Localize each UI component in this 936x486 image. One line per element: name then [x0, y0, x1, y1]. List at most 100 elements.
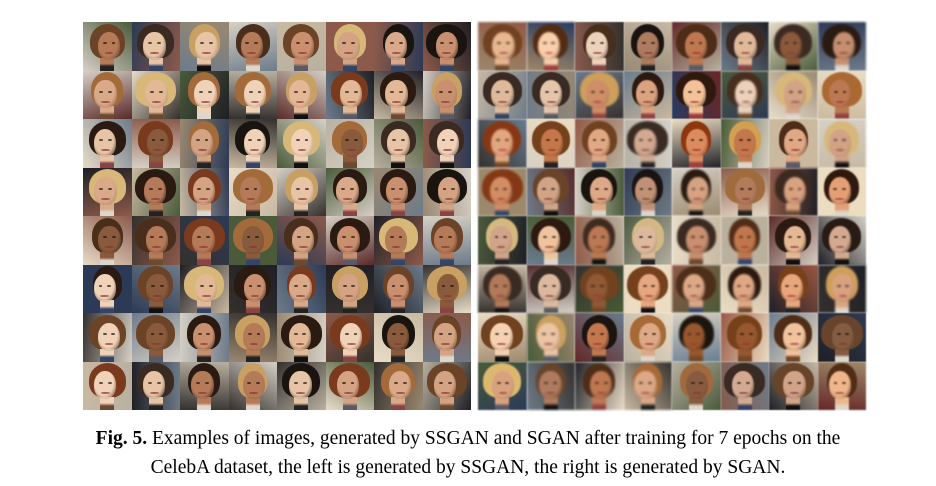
caption-text-line1: Examples of images, generated by SSGAN a…	[147, 428, 841, 449]
generated-face-image	[422, 167, 471, 216]
generated-face-image	[672, 167, 721, 216]
generated-face-image	[623, 119, 672, 168]
generated-face-image	[228, 216, 277, 265]
generated-face-image	[277, 216, 326, 265]
generated-face-image	[575, 22, 624, 71]
generated-face-image	[422, 70, 471, 119]
generated-face-image	[325, 167, 374, 216]
generated-face-image	[228, 167, 277, 216]
generated-face-image	[131, 216, 180, 265]
generated-face-image	[817, 264, 866, 313]
generated-face-image	[478, 167, 527, 216]
generated-face-image	[277, 119, 326, 168]
generated-face-image	[769, 70, 818, 119]
generated-face-image	[526, 119, 575, 168]
generated-face-image	[720, 264, 769, 313]
generated-face-image	[83, 70, 132, 119]
figure-caption: Fig. 5. Examples of images, generated by…	[0, 424, 936, 482]
generated-face-image	[623, 361, 672, 410]
generated-face-image	[575, 70, 624, 119]
generated-face-image	[672, 119, 721, 168]
generated-face-image	[374, 22, 423, 71]
generated-face-image	[422, 119, 471, 168]
generated-face-image	[180, 22, 229, 71]
generated-face-image	[526, 313, 575, 362]
figure-label: Fig. 5.	[95, 428, 148, 449]
ssgan-sample-grid	[83, 22, 471, 410]
generated-face-image	[180, 70, 229, 119]
generated-face-image	[277, 22, 326, 71]
generated-face-image	[325, 119, 374, 168]
generated-face-image	[478, 216, 527, 265]
generated-face-image	[817, 22, 866, 71]
generated-face-image	[374, 70, 423, 119]
generated-face-image	[325, 22, 374, 71]
generated-face-image	[228, 70, 277, 119]
generated-face-image	[720, 119, 769, 168]
generated-face-image	[131, 119, 180, 168]
generated-face-image	[817, 119, 866, 168]
generated-face-image	[180, 119, 229, 168]
generated-face-image	[817, 167, 866, 216]
generated-face-image	[83, 22, 132, 71]
generated-face-image	[228, 119, 277, 168]
generated-face-image	[228, 264, 277, 313]
generated-face-image	[325, 313, 374, 362]
generated-face-image	[623, 22, 672, 71]
generated-face-image	[478, 264, 527, 313]
generated-face-image	[769, 167, 818, 216]
generated-face-image	[228, 22, 277, 71]
generated-face-image	[228, 313, 277, 362]
generated-face-image	[817, 70, 866, 119]
generated-face-image	[83, 313, 132, 362]
generated-face-image	[131, 167, 180, 216]
generated-face-image	[180, 361, 229, 410]
generated-face-image	[374, 119, 423, 168]
generated-face-image	[575, 313, 624, 362]
generated-face-image	[817, 361, 866, 410]
generated-face-image	[422, 313, 471, 362]
generated-face-image	[277, 70, 326, 119]
caption-text-line2: CelebA dataset, the left is generated by…	[150, 457, 786, 478]
generated-face-image	[277, 167, 326, 216]
generated-face-image	[277, 264, 326, 313]
generated-face-image	[374, 167, 423, 216]
generated-face-image	[623, 167, 672, 216]
generated-face-image	[720, 313, 769, 362]
generated-face-image	[575, 167, 624, 216]
generated-face-image	[131, 22, 180, 71]
generated-face-image	[131, 313, 180, 362]
generated-face-image	[526, 216, 575, 265]
generated-face-image	[769, 313, 818, 362]
generated-face-image	[720, 22, 769, 71]
generated-face-image	[817, 313, 866, 362]
generated-face-image	[623, 264, 672, 313]
generated-face-image	[325, 361, 374, 410]
generated-face-image	[720, 361, 769, 410]
generated-face-image	[478, 70, 527, 119]
generated-face-image	[769, 216, 818, 265]
generated-face-image	[575, 264, 624, 313]
generated-face-image	[325, 216, 374, 265]
generated-face-image	[526, 22, 575, 71]
generated-face-image	[325, 264, 374, 313]
generated-face-image	[623, 313, 672, 362]
generated-face-image	[478, 119, 527, 168]
generated-face-image	[769, 361, 818, 410]
generated-face-image	[374, 264, 423, 313]
generated-face-image	[817, 216, 866, 265]
generated-face-image	[769, 264, 818, 313]
generated-face-image	[83, 119, 132, 168]
generated-face-image	[422, 361, 471, 410]
generated-face-image	[575, 361, 624, 410]
generated-face-image	[374, 216, 423, 265]
generated-face-image	[180, 264, 229, 313]
generated-face-image	[374, 361, 423, 410]
generated-face-image	[325, 70, 374, 119]
generated-face-image	[769, 119, 818, 168]
generated-face-image	[228, 361, 277, 410]
generated-face-image	[131, 70, 180, 119]
generated-face-image	[422, 216, 471, 265]
generated-face-image	[478, 22, 527, 71]
generated-face-image	[374, 313, 423, 362]
